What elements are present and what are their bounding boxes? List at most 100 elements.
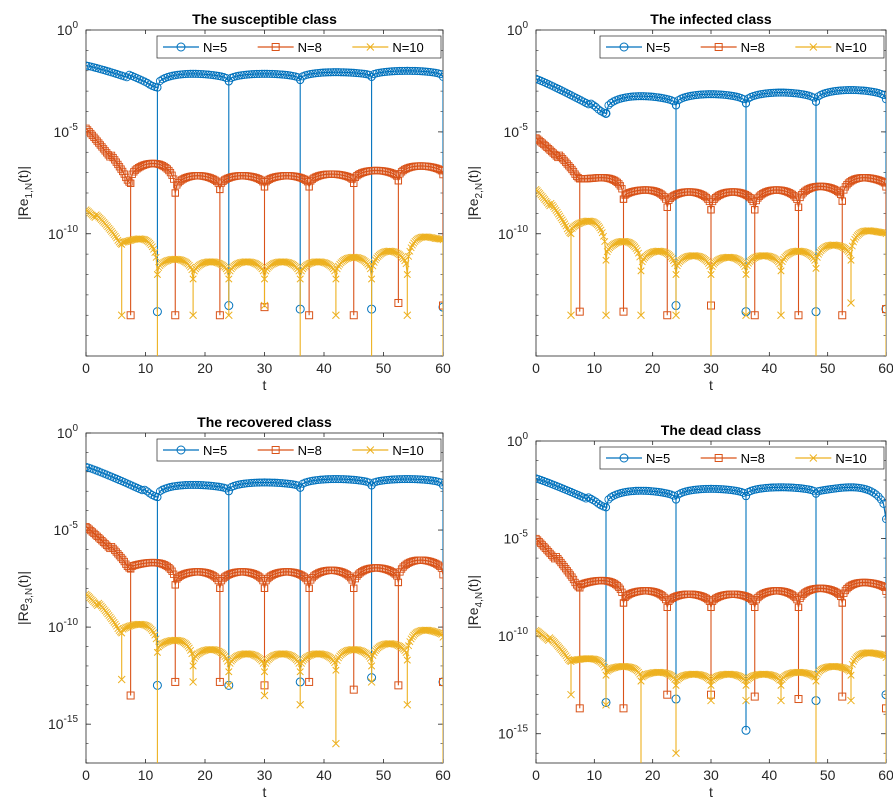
data-point	[313, 68, 323, 78]
data-point	[311, 69, 320, 78]
isolated-point	[367, 678, 376, 686]
data-point	[269, 260, 277, 268]
data-point	[878, 229, 886, 237]
data-point	[196, 481, 205, 490]
data-point	[237, 71, 246, 80]
data-point	[622, 238, 630, 246]
chart-panel-3: 0 10 20 30 40 50 60 100 10-5 10-10 10-15 The recove…	[15, 414, 451, 800]
data-point	[336, 475, 346, 484]
data-point	[557, 214, 565, 222]
isolated-point	[881, 690, 886, 700]
data-point	[178, 481, 187, 490]
data-point	[395, 66, 404, 76]
data-point	[347, 475, 356, 484]
data-point	[111, 620, 119, 628]
isolated-point	[296, 700, 305, 709]
data-point	[139, 621, 147, 629]
data-point	[311, 476, 320, 485]
data-point	[388, 247, 396, 255]
data-point	[438, 481, 443, 490]
data-point	[674, 96, 683, 105]
data-point	[176, 70, 185, 79]
data-point	[225, 275, 233, 283]
data-point	[324, 475, 333, 484]
data-point	[439, 633, 443, 641]
x-tick-label: 20	[645, 767, 661, 783]
data-point	[305, 584, 313, 592]
x-tick-label: 20	[645, 360, 661, 376]
data-point	[881, 95, 886, 104]
isolated-point	[637, 311, 645, 320]
data-point	[426, 476, 435, 485]
isolated-point	[741, 725, 751, 735]
data-point	[148, 627, 156, 635]
data-point	[733, 671, 741, 679]
data-point	[626, 663, 634, 671]
data-point	[596, 224, 604, 232]
data-point	[161, 638, 169, 647]
data-point	[849, 657, 858, 665]
data-point	[364, 478, 374, 487]
data-point	[198, 647, 206, 656]
data-point	[198, 260, 206, 268]
data-point	[151, 249, 159, 257]
data-point	[204, 481, 213, 490]
data-point	[125, 622, 133, 630]
data-point	[401, 647, 409, 655]
data-point	[784, 670, 793, 678]
data-point	[438, 72, 443, 81]
data-point	[255, 478, 264, 487]
data-point	[234, 71, 244, 80]
data-point	[651, 93, 661, 102]
data-point	[707, 270, 715, 279]
data-point	[814, 92, 823, 101]
data-point	[577, 219, 585, 227]
isolated-point	[663, 690, 672, 699]
legend-label: N=10	[835, 451, 866, 466]
data-point	[418, 67, 427, 76]
data-point	[378, 641, 386, 649]
data-point	[125, 178, 133, 186]
data-point	[731, 254, 739, 262]
series-n-10	[86, 206, 443, 356]
data-point	[851, 235, 859, 243]
data-point	[342, 68, 351, 77]
data-point	[138, 235, 146, 243]
data-point	[601, 663, 609, 671]
data-point	[400, 66, 409, 75]
data-point	[748, 672, 756, 680]
data-point	[296, 483, 305, 492]
data-point	[812, 677, 820, 685]
isolated-point	[847, 696, 855, 705]
data-point	[122, 73, 131, 82]
data-point	[234, 652, 242, 660]
data-point	[428, 476, 437, 485]
data-point	[196, 69, 205, 79]
x-tick-label: 60	[878, 767, 893, 783]
data-point	[394, 177, 403, 185]
data-point	[603, 248, 611, 256]
isolated-point	[619, 704, 628, 713]
data-point	[295, 659, 303, 667]
x-axis-label: t	[263, 784, 267, 800]
data-point	[199, 647, 207, 655]
data-point	[278, 479, 287, 488]
data-point	[606, 493, 616, 502]
isolated-point	[394, 681, 403, 690]
isolated-point	[777, 311, 785, 320]
data-point	[661, 669, 669, 677]
data-point	[294, 265, 302, 273]
data-point	[151, 631, 159, 639]
series-line	[86, 526, 443, 589]
data-point	[152, 635, 160, 643]
data-point	[199, 70, 208, 79]
legend-label: N=10	[392, 40, 423, 55]
data-point	[313, 475, 323, 485]
x-tick-label: 50	[376, 360, 392, 376]
data-point	[836, 242, 844, 250]
data-point	[319, 475, 328, 484]
data-point	[436, 562, 443, 570]
data-point	[350, 584, 358, 592]
data-point	[226, 267, 234, 275]
data-point	[332, 275, 340, 283]
